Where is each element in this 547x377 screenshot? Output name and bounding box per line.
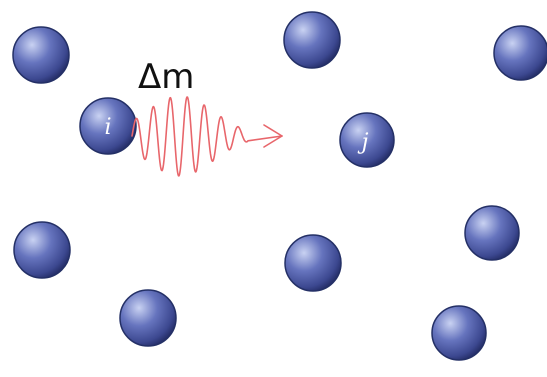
particle (13, 221, 71, 279)
mass-transfer-label: Δm (138, 57, 194, 97)
particle-j: j (339, 112, 395, 168)
particle (283, 11, 341, 69)
particle (284, 234, 342, 292)
wave-packet (131, 96, 283, 177)
particle (464, 205, 520, 261)
particle (493, 25, 547, 81)
particle-i-label: i (104, 115, 111, 140)
particle (431, 305, 487, 361)
particle-i: i (79, 97, 137, 155)
particle (12, 26, 70, 84)
arrow-head (263, 124, 283, 148)
particle (119, 289, 177, 347)
